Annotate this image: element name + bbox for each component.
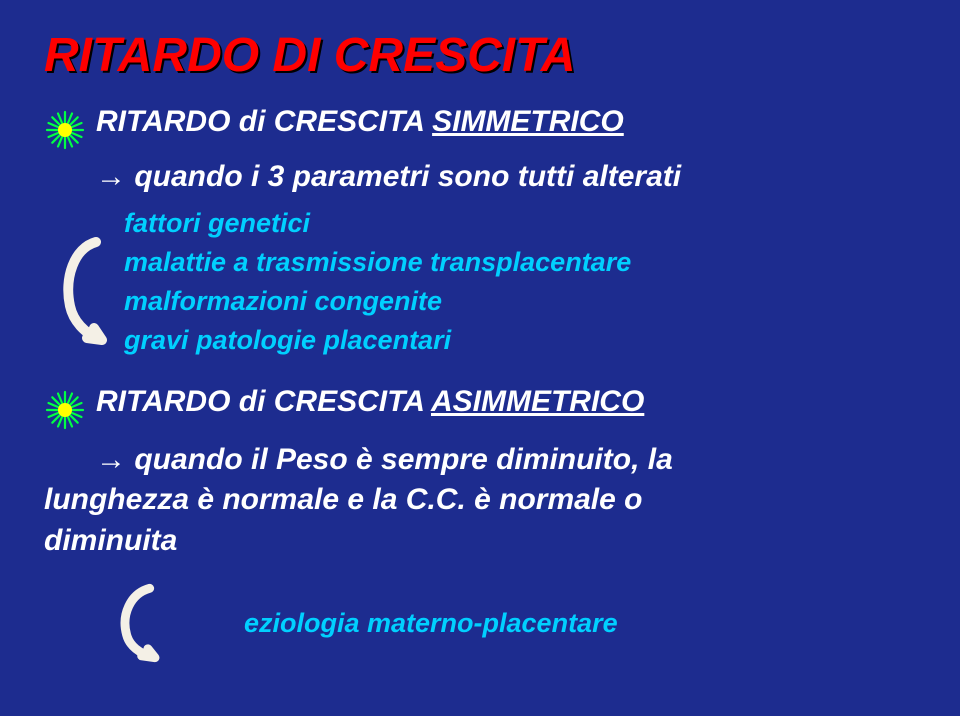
page-title: RITARDO DI CRESCITA bbox=[44, 28, 916, 83]
section1-heading-plain: RITARDO di CRESCITA bbox=[96, 105, 432, 138]
arrow-icon: → bbox=[96, 160, 126, 193]
section2-arrow-block: → quando il Peso è sempre diminuito, la … bbox=[96, 440, 916, 562]
swoosh-icon bbox=[54, 236, 114, 346]
section1-heading: RITARDO di CRESCITA SIMMETRICO bbox=[96, 105, 624, 139]
section1-arrow-text: quando i 3 parametri sono tutti alterati bbox=[126, 160, 681, 193]
list-item: malattie a trasmissione transplacentare bbox=[124, 243, 631, 282]
section2-line2: lunghezza è normale e la C.C. è normale … bbox=[44, 480, 916, 521]
list-item: gravi patologie placentari bbox=[124, 321, 631, 360]
swoosh-wrap bbox=[44, 204, 124, 346]
section2-line3: diminuita bbox=[44, 521, 916, 562]
section2-heading-plain: RITARDO di CRESCITA bbox=[96, 385, 431, 418]
list-item: malformazioni congenite bbox=[124, 282, 631, 321]
section2-heading-row: RITARDO di CRESCITA ASIMMETRICO bbox=[44, 385, 916, 436]
section1-heading-row: RITARDO di CRESCITA SIMMETRICO bbox=[44, 105, 916, 156]
section1-arrow-line: → quando i 3 parametri sono tutti altera… bbox=[96, 160, 916, 194]
star-icon bbox=[44, 109, 86, 156]
arrow-icon: → bbox=[96, 443, 126, 476]
list-item: fattori genetici bbox=[124, 204, 631, 243]
section2: RITARDO di CRESCITA ASIMMETRICO → quando… bbox=[44, 385, 916, 664]
section2-bullet-row: eziologia materno-placentare bbox=[44, 583, 916, 663]
star-icon bbox=[44, 389, 86, 436]
swoosh-icon bbox=[110, 583, 168, 663]
section1-heading-underline: SIMMETRICO bbox=[432, 105, 624, 138]
swoosh-wrap bbox=[44, 583, 244, 663]
section2-bullet: eziologia materno-placentare bbox=[244, 608, 618, 639]
section2-heading-underline: ASIMMETRICO bbox=[431, 385, 644, 418]
section1-bullets: fattori genetici malattie a trasmissione… bbox=[124, 204, 631, 361]
section2-heading: RITARDO di CRESCITA ASIMMETRICO bbox=[96, 385, 644, 419]
section1-bullets-block: fattori genetici malattie a trasmissione… bbox=[44, 204, 916, 361]
section2-line1: quando il Peso è sempre diminuito, la bbox=[126, 443, 673, 476]
